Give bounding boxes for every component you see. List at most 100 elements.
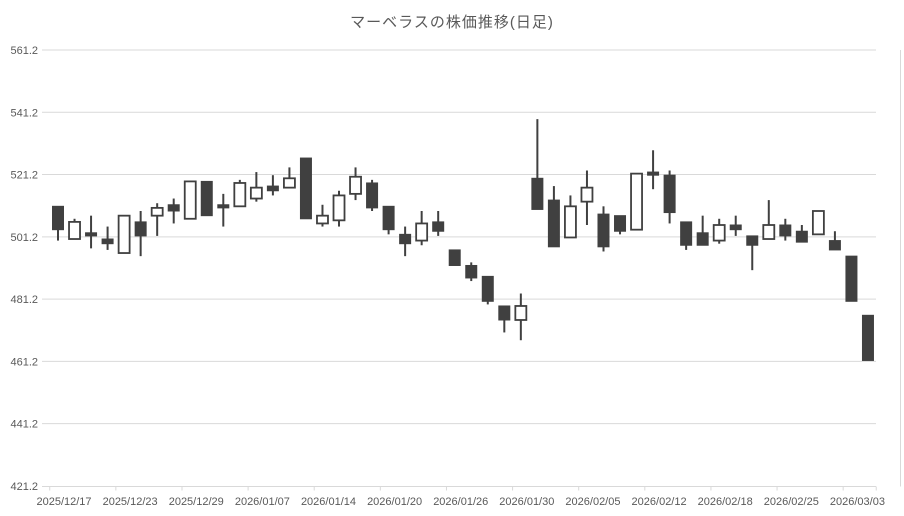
y-axis-label: 481.2 <box>10 294 38 306</box>
candle-body <box>696 232 709 246</box>
candlestick <box>712 218 726 244</box>
x-axis-label: 2025/12/23 <box>103 496 158 508</box>
y-axis-labels: 561.2 541.2 521.2 501.2 481.2 461.2 441.2 421.2 <box>10 45 38 493</box>
candle-body <box>266 185 279 192</box>
candlestick <box>580 170 594 226</box>
x-axis-label: 2026/01/30 <box>499 496 554 508</box>
candle-body <box>547 199 560 248</box>
candlestick <box>167 198 180 224</box>
candlestick <box>680 221 693 250</box>
candle-body <box>183 180 197 220</box>
candle-body <box>52 205 64 231</box>
y-axis-label: 521.2 <box>10 170 38 182</box>
x-axis-label: 2026/01/26 <box>433 496 488 508</box>
candlestick <box>217 193 230 227</box>
candle-body <box>332 194 346 222</box>
candlestick <box>845 255 858 302</box>
x-axis-label: 2026/02/12 <box>632 496 687 508</box>
candle-body <box>580 186 594 203</box>
y-axis-label: 461.2 <box>10 356 38 368</box>
candle-body <box>811 210 825 236</box>
candle-body <box>349 175 362 195</box>
candlestick <box>366 179 379 211</box>
candle-body <box>217 204 230 209</box>
candle-body <box>712 224 726 242</box>
candlestick <box>663 170 676 224</box>
candle-body <box>828 240 841 251</box>
candle-body <box>382 205 395 231</box>
candlestick <box>382 205 395 235</box>
candlestick <box>249 172 263 202</box>
candle-body <box>134 221 147 237</box>
candlestick <box>795 225 808 243</box>
candle-body <box>597 213 610 248</box>
candlestick <box>614 215 627 235</box>
gridlines <box>42 49 876 425</box>
candle-body <box>680 221 693 246</box>
candlestick <box>150 203 164 236</box>
candlestick <box>432 210 445 236</box>
candlestick <box>349 167 362 201</box>
candle-body <box>249 186 263 200</box>
candlestick <box>200 180 213 217</box>
candle-body <box>465 264 478 279</box>
candle-body <box>167 204 180 212</box>
candlestick <box>299 157 312 220</box>
x-axis-label: 2026/03/03 <box>830 496 885 508</box>
chart-title: マーベラスの株価推移(日足) <box>350 14 554 31</box>
candle-body <box>630 172 643 231</box>
x-axis-ticks <box>49 486 877 491</box>
candlestick <box>415 210 429 246</box>
x-axis-label: 2026/01/07 <box>235 496 290 508</box>
candle-body <box>514 305 528 321</box>
candle-body <box>316 214 329 225</box>
candlestick <box>779 218 792 241</box>
candlestick <box>828 231 841 251</box>
candlestick <box>597 206 610 252</box>
x-axis-labels: 2025/12/17 2025/12/23 2025/12/29 2026/01/07… <box>36 496 885 508</box>
candlestick <box>233 179 247 208</box>
candle-body <box>283 177 296 189</box>
y-axis-label: 441.2 <box>10 419 38 431</box>
x-axis-label: 2026/02/25 <box>764 496 819 508</box>
candlestick <box>762 200 776 240</box>
x-axis-label: 2026/02/05 <box>565 496 620 508</box>
candlestick <box>514 293 528 341</box>
candle-body <box>85 232 98 237</box>
candle-body <box>68 220 81 240</box>
x-axis-label: 2025/12/29 <box>169 496 224 508</box>
candle-body <box>564 205 577 239</box>
candle-body <box>729 224 742 231</box>
candle-body <box>845 255 858 302</box>
candlestick <box>465 262 478 282</box>
candlestick <box>746 235 759 271</box>
candlestick <box>283 167 296 189</box>
candlestick <box>531 119 544 210</box>
candlestick <box>68 218 81 240</box>
candle-body <box>101 238 114 245</box>
y-axis-label: 561.2 <box>10 45 38 57</box>
y-axis-label: 501.2 <box>10 232 38 244</box>
candle-body <box>233 182 247 208</box>
candlestick <box>332 190 346 227</box>
candle-body <box>861 314 874 361</box>
candlestick <box>811 210 825 236</box>
candlestick <box>101 226 114 250</box>
candlestick <box>647 150 660 190</box>
candles-series <box>52 119 874 361</box>
candlestick <box>316 204 329 227</box>
candle-body <box>432 221 445 232</box>
candlestick <box>696 215 709 246</box>
candlestick <box>399 226 412 257</box>
y-axis-label: 421.2 <box>10 481 38 493</box>
candlestick <box>117 214 131 254</box>
candle-body <box>531 177 544 210</box>
candle-body <box>366 182 379 209</box>
candle-body <box>481 275 494 302</box>
candle-body <box>762 224 776 240</box>
candle-body <box>299 157 312 220</box>
x-axis-label: 2025/12/17 <box>36 496 91 508</box>
x-axis-label: 2026/02/18 <box>698 496 753 508</box>
